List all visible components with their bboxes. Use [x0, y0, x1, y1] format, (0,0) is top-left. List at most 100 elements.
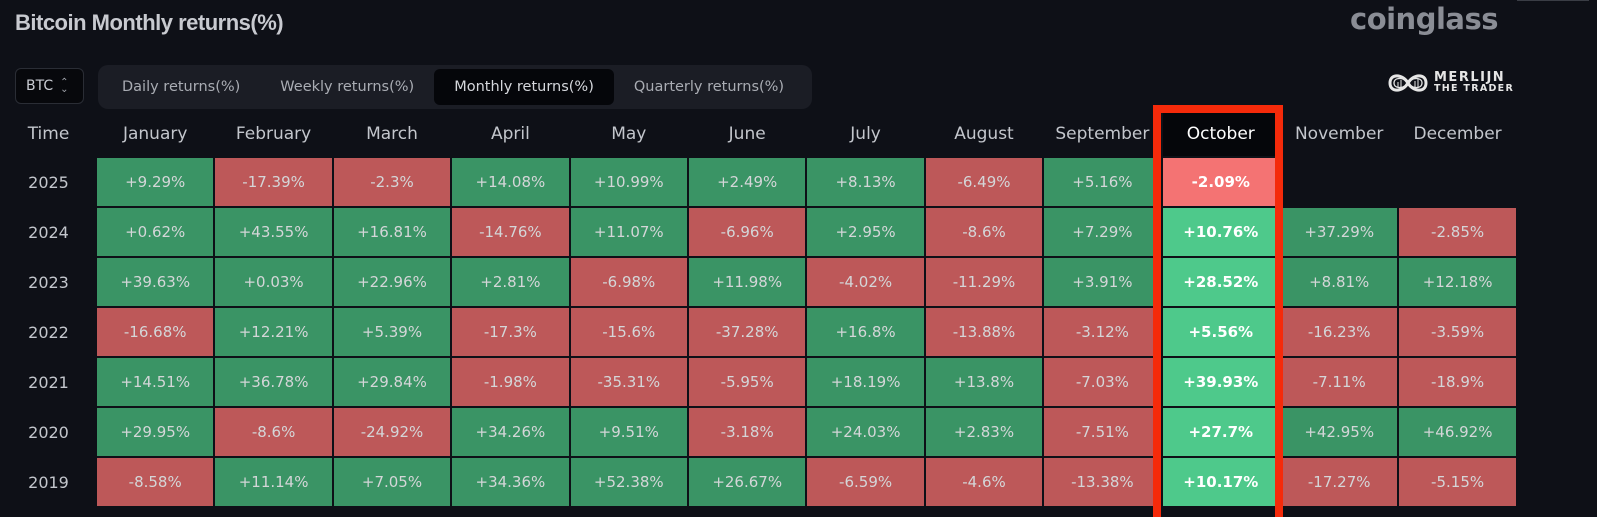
heatmap-cell: +9.29% [97, 158, 214, 206]
heatmap-cell: +11.98% [689, 258, 806, 306]
heatmap-cell: -17.3% [452, 308, 569, 356]
heatmap-cell: +8.81% [1281, 258, 1398, 306]
heatmap-cell: -3.59% [1399, 308, 1516, 356]
heatmap-cell: +2.83% [925, 408, 1043, 456]
heatmap-cell: +43.55% [215, 208, 332, 256]
tab-monthly-returns[interactable]: Monthly returns(%) [434, 69, 614, 105]
heatmap-cell: -6.49% [925, 158, 1043, 206]
heatmap-cell: +14.51% [97, 358, 214, 406]
heatmap-cell: -14.76% [452, 208, 569, 256]
heatmap-cell: -4.6% [925, 458, 1043, 506]
heatmap-cell: +3.91% [1044, 258, 1161, 306]
heatmap-cell: -8.6% [215, 408, 332, 456]
heatmap-cell: +10.76% [1162, 208, 1279, 256]
heatmap-cell: +10.17% [1162, 458, 1279, 506]
heatmap-cell: -6.98% [570, 258, 687, 306]
heatmap-cell: +29.84% [333, 358, 451, 406]
coinglass-logo: coinglass [1350, 2, 1499, 36]
column-header-august: August [954, 124, 1014, 144]
tab-weekly-returns[interactable]: Weekly returns(%) [280, 79, 415, 95]
heatmap-cell: +27.7% [1162, 408, 1279, 456]
heatmap-cell: -6.96% [689, 208, 806, 256]
heatmap-cell: -8.58% [97, 458, 214, 506]
heatmap-cell: -37.28% [689, 308, 806, 356]
tab-daily-returns[interactable]: Daily returns(%) [122, 79, 241, 95]
heatmap-cell: +5.16% [1044, 158, 1161, 206]
heatmap-cell: +8.13% [807, 158, 924, 206]
page-title: Bitcoin Monthly returns(%) [15, 10, 284, 35]
heatmap-cell: -5.95% [689, 358, 806, 406]
heatmap-cell: +39.63% [97, 258, 214, 306]
heatmap-cell: -2.09% [1162, 158, 1279, 206]
heatmap-cell: -8.6% [925, 208, 1043, 256]
heatmap-cell: -18.9% [1399, 358, 1516, 406]
column-header-march: March [366, 124, 418, 144]
heatmap-cell: +12.21% [215, 308, 332, 356]
heatmap-cell: +16.8% [807, 308, 924, 356]
watermark-line1: MERLIJN [1434, 70, 1506, 85]
heatmap-cell: -16.23% [1281, 308, 1398, 356]
heatmap-cell: -16.68% [97, 308, 214, 356]
heatmap-cell: -7.11% [1281, 358, 1398, 406]
column-header-january: January [122, 124, 188, 144]
heatmap-cell: +46.92% [1399, 408, 1516, 456]
heatmap-cell: +5.39% [333, 308, 451, 356]
heatmap-cell: -1.98% [452, 358, 569, 406]
year-label: 2025 [28, 172, 69, 192]
heatmap-cell: +5.56% [1162, 308, 1279, 356]
heatmap-cell: +2.95% [807, 208, 924, 256]
heatmap-cell: -11.29% [925, 258, 1043, 306]
heatmap-cell: +37.29% [1281, 208, 1398, 256]
tab-quarterly-returns[interactable]: Quarterly returns(%) [633, 79, 785, 95]
heatmap-cell: +18.19% [807, 358, 924, 406]
heatmap-cell: +7.05% [333, 458, 451, 506]
divider [1517, 0, 1589, 1]
heatmap-cell: +42.95% [1281, 408, 1398, 456]
heatmap-cell: -13.38% [1044, 458, 1161, 506]
watermark-line2: THE TRADER [1434, 83, 1515, 94]
heatmap-cell: -7.51% [1044, 408, 1161, 456]
heatmap-cell: -17.27% [1281, 458, 1398, 506]
heatmap-cell: -35.31% [570, 358, 687, 406]
heatmap-cell: +2.81% [452, 258, 569, 306]
column-header-february: February [235, 124, 312, 144]
heatmap-cell: -13.88% [925, 308, 1043, 356]
heatmap-cell: +2.49% [689, 158, 806, 206]
heatmap-cell: +29.95% [97, 408, 214, 456]
heatmap-cell: +34.36% [452, 458, 569, 506]
infinity-logo-icon [1388, 74, 1428, 92]
column-header-june: June [728, 124, 766, 144]
heatmap-cell: +11.07% [570, 208, 687, 256]
coin-select-value: BTC [26, 78, 54, 94]
heatmap-cell: +9.51% [570, 408, 687, 456]
year-label: 2024 [28, 222, 69, 242]
heatmap-cell: +28.52% [1162, 258, 1279, 306]
heatmap-cell: +14.08% [452, 158, 569, 206]
merlijn-watermark: MERLIJN THE TRADER [1386, 68, 1514, 98]
heatmap-cell: +0.03% [215, 258, 332, 306]
heatmap-cell: -4.02% [807, 258, 924, 306]
year-label: 2023 [28, 272, 69, 292]
chevron-updown-icon: ⌃ ⌄ [60, 77, 69, 95]
heatmap-cell: -5.15% [1399, 458, 1516, 506]
heatmap-cell: -6.59% [807, 458, 924, 506]
year-label: 2020 [28, 422, 69, 442]
column-header-october: October [1162, 112, 1279, 156]
heatmap-cell: +36.78% [215, 358, 332, 406]
heatmap-cell: +0.62% [97, 208, 214, 256]
year-label: 2021 [28, 372, 69, 392]
heatmap-cell: -3.12% [1044, 308, 1161, 356]
heatmap-cell: +13.8% [925, 358, 1043, 406]
coin-select[interactable]: BTC ⌃ ⌄ [15, 68, 84, 104]
returns-period-tabs: Daily returns(%) Weekly returns(%) Monthly… [98, 65, 812, 109]
heatmap-cell: +24.03% [807, 408, 924, 456]
heatmap-cell: +22.96% [333, 258, 451, 306]
heatmap-cell: -17.39% [215, 158, 332, 206]
heatmap-cell: -3.18% [689, 408, 806, 456]
heatmap-cell: +26.67% [689, 458, 806, 506]
column-header-april: April [490, 124, 530, 144]
column-header-september: September [1055, 124, 1150, 144]
heatmap-cell: -15.6% [570, 308, 687, 356]
year-label: 2022 [28, 322, 69, 342]
